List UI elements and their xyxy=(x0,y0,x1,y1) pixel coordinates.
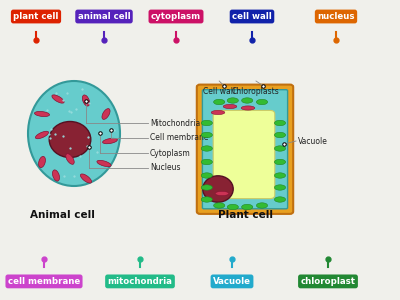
Text: cell membrane: cell membrane xyxy=(8,277,80,286)
Text: Vacuole: Vacuole xyxy=(298,136,328,146)
Ellipse shape xyxy=(201,146,212,151)
Ellipse shape xyxy=(38,156,46,168)
Text: Mitochondria: Mitochondria xyxy=(150,118,200,127)
Ellipse shape xyxy=(102,109,110,119)
Ellipse shape xyxy=(102,138,118,144)
Text: Cell membrane: Cell membrane xyxy=(150,134,208,142)
Text: mitochondria: mitochondria xyxy=(108,277,172,286)
Ellipse shape xyxy=(274,146,286,151)
Ellipse shape xyxy=(201,185,212,190)
Ellipse shape xyxy=(274,120,286,126)
Text: plant cell: plant cell xyxy=(13,12,59,21)
Ellipse shape xyxy=(203,176,233,202)
Ellipse shape xyxy=(49,122,91,158)
Ellipse shape xyxy=(256,203,268,208)
Text: Chloroplasts: Chloroplasts xyxy=(232,87,280,96)
Ellipse shape xyxy=(34,112,50,116)
Ellipse shape xyxy=(201,197,212,202)
Ellipse shape xyxy=(215,191,229,196)
Text: Animal cell: Animal cell xyxy=(30,209,94,220)
Ellipse shape xyxy=(201,132,212,138)
Ellipse shape xyxy=(214,203,225,208)
Ellipse shape xyxy=(80,174,92,183)
Ellipse shape xyxy=(242,204,253,210)
Text: Vacuole: Vacuole xyxy=(213,277,251,286)
Ellipse shape xyxy=(214,99,225,105)
Ellipse shape xyxy=(256,99,268,105)
Ellipse shape xyxy=(66,154,74,164)
FancyBboxPatch shape xyxy=(213,110,275,199)
Text: animal cell: animal cell xyxy=(78,12,130,21)
Text: cytoplasm: cytoplasm xyxy=(151,12,201,21)
Text: nucleus: nucleus xyxy=(317,12,355,21)
Text: Plant cell: Plant cell xyxy=(218,209,274,220)
Ellipse shape xyxy=(201,120,212,126)
Ellipse shape xyxy=(274,159,286,165)
Text: Cytoplasm: Cytoplasm xyxy=(150,148,191,158)
Ellipse shape xyxy=(211,110,225,115)
FancyBboxPatch shape xyxy=(197,85,293,214)
Text: Cell wall: Cell wall xyxy=(203,87,235,96)
Ellipse shape xyxy=(52,95,64,103)
Ellipse shape xyxy=(241,106,255,110)
Ellipse shape xyxy=(201,159,212,165)
Ellipse shape xyxy=(97,160,111,166)
Ellipse shape xyxy=(201,173,212,178)
Ellipse shape xyxy=(223,104,237,109)
Ellipse shape xyxy=(274,132,286,138)
Ellipse shape xyxy=(274,173,286,178)
Ellipse shape xyxy=(227,204,238,210)
Text: chloroplast: chloroplast xyxy=(300,277,356,286)
Text: Nucleus: Nucleus xyxy=(150,164,180,172)
Ellipse shape xyxy=(52,170,60,181)
Ellipse shape xyxy=(227,98,238,103)
Ellipse shape xyxy=(274,197,286,202)
Ellipse shape xyxy=(28,81,120,186)
Ellipse shape xyxy=(36,131,48,139)
Ellipse shape xyxy=(242,98,253,103)
Text: cell wall: cell wall xyxy=(232,12,272,21)
Ellipse shape xyxy=(274,185,286,190)
FancyBboxPatch shape xyxy=(202,90,288,209)
Ellipse shape xyxy=(82,95,90,106)
